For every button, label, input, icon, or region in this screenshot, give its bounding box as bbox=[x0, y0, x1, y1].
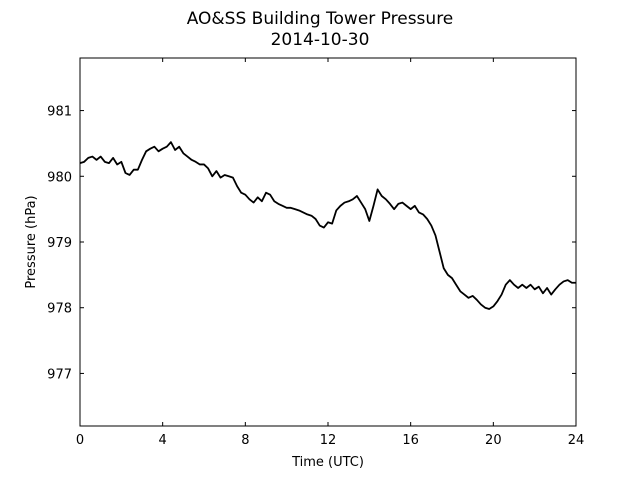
x-tick-label-2: 8 bbox=[241, 433, 249, 448]
x-tick-label-4: 16 bbox=[402, 433, 419, 448]
chart-title: AO&SS Building Tower Pressure bbox=[187, 9, 454, 29]
x-axis-label: Time (UTC) bbox=[291, 455, 364, 470]
x-tick-label-0: 0 bbox=[76, 433, 84, 448]
pressure-series-line bbox=[79, 141, 576, 310]
y-tick-label-2: 979 bbox=[47, 236, 72, 251]
x-tick-label-3: 12 bbox=[320, 433, 337, 448]
chart-subtitle: 2014-10-30 bbox=[271, 30, 370, 50]
x-axis: 0 4 8 12 16 20 24 bbox=[76, 58, 584, 448]
x-tick-label-5: 20 bbox=[485, 433, 502, 448]
plot-frame bbox=[79, 57, 577, 427]
x-tick-label-6: 24 bbox=[568, 433, 585, 448]
x-tick-label-1: 4 bbox=[159, 433, 167, 448]
y-tick-label-0: 977 bbox=[47, 367, 72, 382]
y-tick-label-1: 978 bbox=[47, 302, 72, 317]
y-axis: 977 978 979 980 981 bbox=[47, 105, 576, 382]
plot-area: 0 4 8 12 16 20 24 977 978 979 980 981 bbox=[47, 57, 584, 448]
y-axis-label: Pressure (hPa) bbox=[24, 195, 39, 288]
y-tick-label-4: 981 bbox=[47, 105, 72, 120]
y-tick-label-3: 980 bbox=[47, 170, 72, 185]
